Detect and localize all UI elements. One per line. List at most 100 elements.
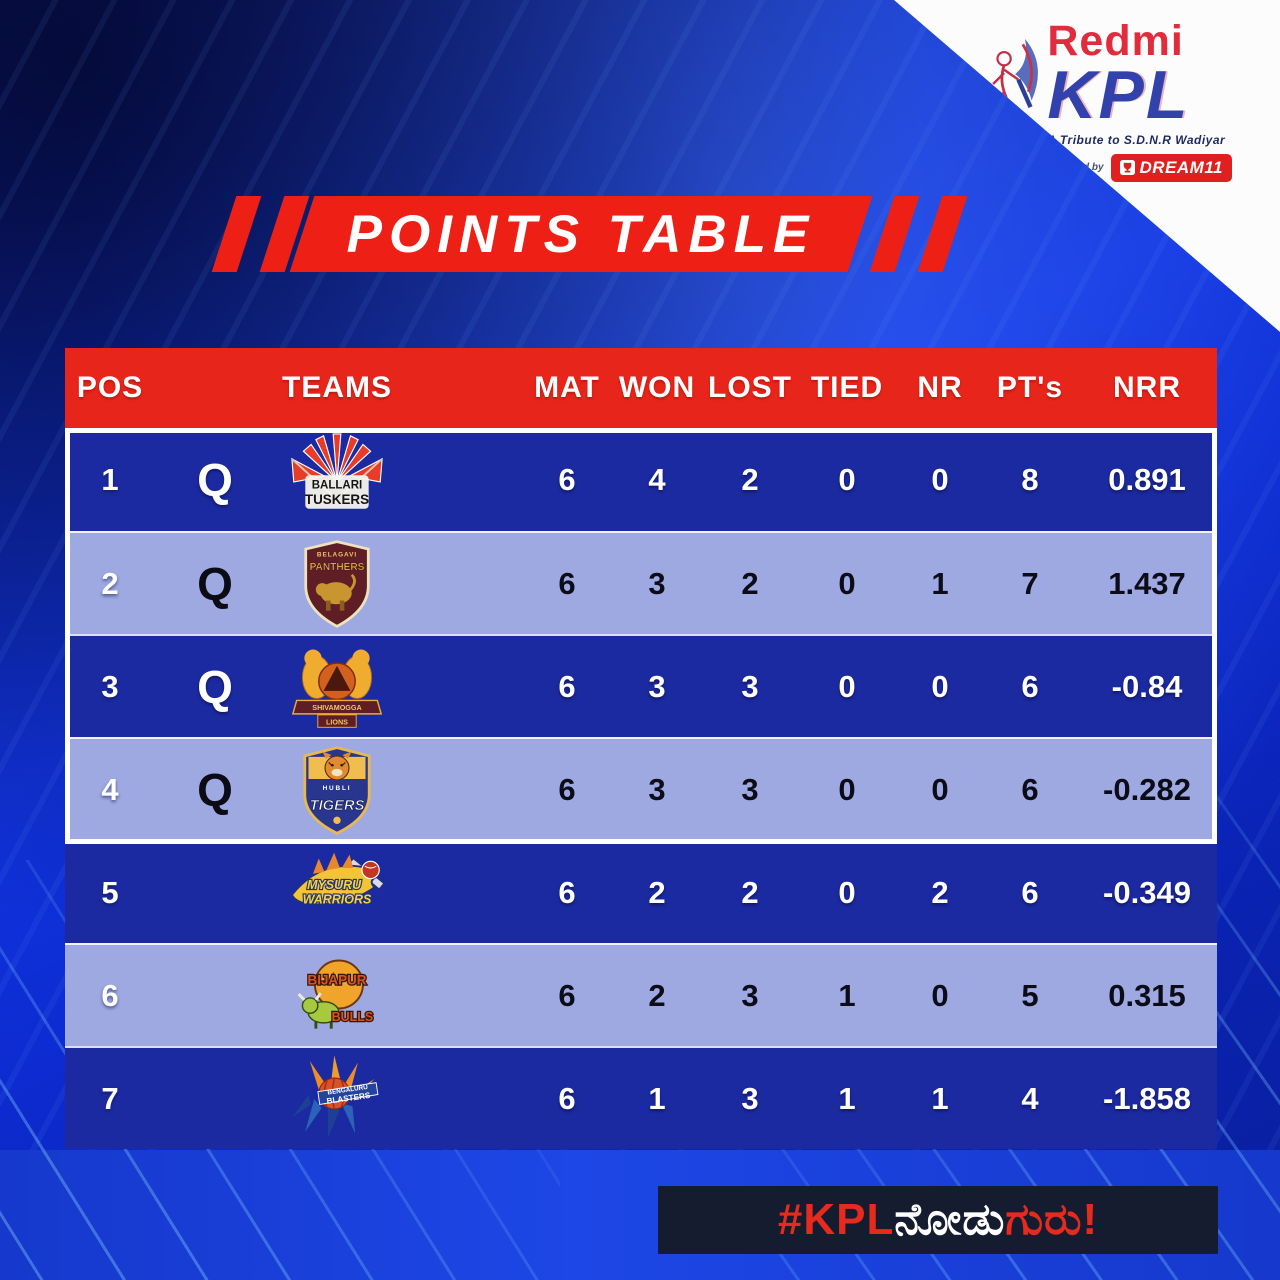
won: 2 <box>648 977 666 1013</box>
header-pts: PT's <box>996 371 1064 404</box>
page-title: POINTS TABLE <box>346 204 816 264</box>
table-row: 7 BENGALURU BLASTERS 6 1 3 1 1 4 <box>65 1046 1217 1149</box>
lost: 3 <box>741 1080 759 1116</box>
no-result: 1 <box>931 565 949 601</box>
net-run-rate: -0.349 <box>1103 874 1191 910</box>
logo-text: WARRIORS <box>303 892 372 906</box>
kpl-wordmark: KPL <box>1047 57 1190 133</box>
redmi-wordmark: Redmi <box>1047 17 1184 65</box>
won: 1 <box>648 1080 666 1116</box>
dream11-badge: DREAM11 <box>1110 153 1232 182</box>
net-run-rate: -1.858 <box>1103 1080 1191 1116</box>
matches: 6 <box>558 1080 576 1116</box>
logo-text: LIONS <box>326 717 348 726</box>
position: 2 <box>101 565 119 601</box>
lost: 3 <box>741 977 759 1013</box>
logo-text: PANTHERS <box>310 562 365 573</box>
tied: 1 <box>838 977 856 1013</box>
qualified-badge: Q <box>197 453 233 506</box>
header-mat: MAT <box>534 371 600 404</box>
table-row: 1 Q BALLARI TUSKERS 6 4 2 0 0 8 <box>65 428 1217 531</box>
no-result: 0 <box>931 461 949 497</box>
header-won: WON <box>618 371 696 404</box>
no-result: 0 <box>931 771 949 807</box>
points: 8 <box>1021 461 1039 497</box>
no-result: 2 <box>931 874 949 910</box>
qualified-badge: Q <box>197 660 233 713</box>
shivamogga-lions-logo: SHIVAMOGGA LIONS <box>289 639 385 735</box>
logo-text: BELAGAVI <box>317 551 357 558</box>
points: 6 <box>1021 874 1039 910</box>
matches: 6 <box>558 565 576 601</box>
hashtag-kannada: ನೋಡು <box>894 1195 1006 1244</box>
tied: 0 <box>838 668 856 704</box>
bengaluru-blasters-logo: BENGALURU BLASTERS <box>287 1051 387 1147</box>
header-tied: TIED <box>810 371 884 404</box>
trophy-icon <box>1119 160 1135 176</box>
net-run-rate: -0.282 <box>1103 771 1191 807</box>
points: 6 <box>1021 668 1039 704</box>
hashtag-banner: #KPL ನೋಡು ಗುರು! <box>658 1186 1218 1254</box>
no-result: 0 <box>931 668 949 704</box>
hashtag-guru: ಗುರು! <box>1005 1195 1099 1244</box>
tied: 0 <box>838 461 856 497</box>
lost: 3 <box>741 668 759 704</box>
lost: 2 <box>741 874 759 910</box>
logo-text: HUBLI <box>323 785 352 792</box>
net-run-rate: 0.315 <box>1108 977 1186 1013</box>
lost: 2 <box>741 565 759 601</box>
position: 3 <box>101 668 119 704</box>
won: 3 <box>648 565 666 601</box>
ballari-tuskers-logo: BALLARI TUSKERS <box>284 432 390 528</box>
dream11-wordmark: DREAM11 <box>1139 157 1223 177</box>
qualified-badge: Q <box>197 763 233 816</box>
header-lost: LOST <box>708 371 792 404</box>
lost: 3 <box>741 771 759 807</box>
points: 5 <box>1021 977 1039 1013</box>
matches: 6 <box>558 668 576 704</box>
table-row: 5 MYSURU WARRIORS 6 2 2 0 2 6 -0.349 <box>65 840 1217 943</box>
position: 7 <box>101 1080 119 1116</box>
hubli-tigers-logo: HUBLI TIGERS <box>291 742 383 838</box>
belagavi-panthers-logo: BELAGAVI PANTHERS <box>291 536 383 632</box>
no-result: 0 <box>931 977 949 1013</box>
matches: 6 <box>558 771 576 807</box>
logo-text: TUSKERS <box>305 492 369 507</box>
logo-text: BIJAPUR <box>308 972 367 987</box>
matches: 6 <box>558 461 576 497</box>
matches: 6 <box>558 977 576 1013</box>
position: 5 <box>101 874 119 910</box>
logo-text: BALLARI <box>312 479 363 491</box>
points-table: POS TEAMS MAT WON LOST TIED NR PT's NRR … <box>65 348 1217 1149</box>
table-row: 3 Q SHIVAMOGGA LIONS 6 3 3 0 0 6 -0.84 <box>65 634 1217 737</box>
won: 2 <box>648 874 666 910</box>
mysuru-warriors-logo: MYSURU WARRIORS <box>284 845 390 941</box>
position: 6 <box>101 977 119 1013</box>
qualified-badge: Q <box>197 557 233 610</box>
points: 7 <box>1021 565 1039 601</box>
lost: 2 <box>741 461 759 497</box>
net-run-rate: 0.891 <box>1108 461 1186 497</box>
header-nrr: NRR <box>1113 371 1181 404</box>
logo-text: SHIVAMOGGA <box>312 703 361 712</box>
table-row: 4 Q HUBLI TIGERS 6 3 3 0 0 6 -0.282 <box>65 737 1217 840</box>
points: 4 <box>1021 1080 1039 1116</box>
tribute-text: A Tribute to S.D.N.R Wadiyar <box>1047 132 1226 147</box>
position: 1 <box>101 461 119 497</box>
won: 3 <box>648 668 666 704</box>
header-teams: TEAMS <box>282 371 392 404</box>
logo-text: TIGERS <box>310 798 365 814</box>
tied: 1 <box>838 1080 856 1116</box>
points: 6 <box>1021 771 1039 807</box>
won: 4 <box>648 461 666 497</box>
net-run-rate: 1.437 <box>1108 565 1186 601</box>
bijapur-bulls-logo: BIJAPUR BULLS <box>289 948 385 1044</box>
won: 3 <box>648 771 666 807</box>
logo-text: MYSURU <box>307 878 362 892</box>
tied: 0 <box>838 771 856 807</box>
tied: 0 <box>838 565 856 601</box>
header-pos: POS <box>76 371 144 404</box>
logo-text: BULLS <box>332 1009 374 1023</box>
position: 4 <box>101 771 119 807</box>
hashtag-kpl: #KPL <box>777 1195 895 1244</box>
